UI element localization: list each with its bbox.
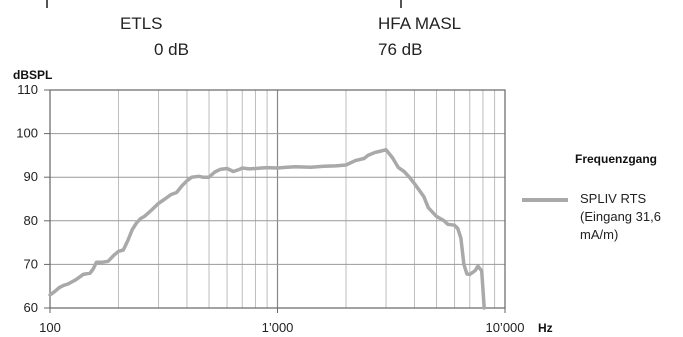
y-tick-label: 80 [24, 213, 38, 228]
x-axis-label: Hz [538, 321, 553, 335]
etls-value: 0 dB [154, 40, 189, 59]
x-tick-label: 10’000 [485, 320, 524, 335]
header-tick-left [46, 0, 48, 8]
y-tick-label: 60 [24, 300, 38, 315]
x-gridlines [117, 90, 496, 308]
x-tick-labels: 100 1’000 10’000 [39, 308, 525, 335]
y-tick-label: 90 [24, 169, 38, 184]
legend-entry-1: SPLIV RTS [580, 191, 647, 206]
y-tick-label: 110 [17, 82, 38, 97]
y-axis-label: dBSPL [13, 68, 52, 82]
header-tick-right [400, 0, 402, 8]
legend-swatch [522, 198, 568, 202]
hfa-masl-value: 76 dB [378, 40, 423, 59]
x-tick-label: 100 [39, 320, 61, 335]
etls-label: ETLS [120, 14, 163, 33]
x-tick-label: 1’000 [262, 320, 294, 335]
legend-title: Frequenzgang [575, 152, 658, 166]
y-tick-labels: 60 70 80 90 100 110 [16, 82, 50, 315]
y-tick-label: 100 [16, 126, 38, 141]
legend-entry-3: mA/m) [580, 227, 619, 242]
hfa-masl-label: HFA MASL [378, 14, 462, 33]
series-layer [48, 147, 486, 310]
series-line-spliv-rts [48, 147, 486, 310]
legend-entry-2: (Eingang 31,6 [580, 209, 661, 224]
y-tick-label: 70 [24, 256, 38, 271]
